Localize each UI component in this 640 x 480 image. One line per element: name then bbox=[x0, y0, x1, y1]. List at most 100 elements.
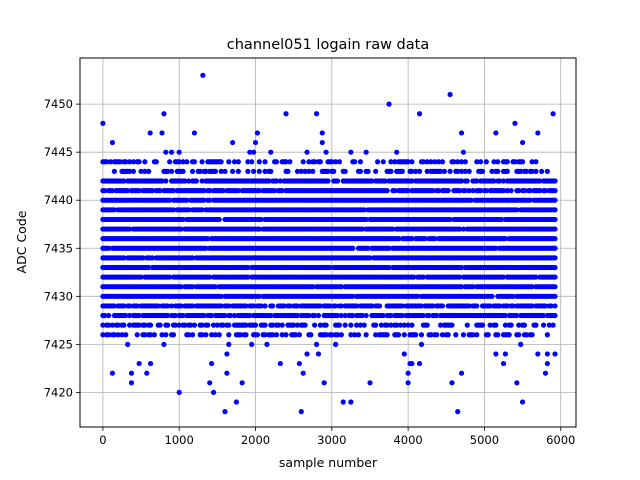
data-point bbox=[386, 245, 392, 251]
data-point bbox=[327, 264, 333, 271]
data-point bbox=[262, 168, 268, 174]
data-point bbox=[165, 168, 171, 174]
data-point bbox=[540, 312, 547, 319]
data-point bbox=[262, 322, 268, 328]
data-point bbox=[386, 264, 392, 271]
data-point bbox=[327, 303, 333, 309]
data-point bbox=[455, 168, 461, 174]
data-point bbox=[121, 178, 127, 184]
data-point bbox=[149, 255, 156, 261]
data-point bbox=[455, 409, 461, 415]
data-point bbox=[226, 322, 232, 328]
x-tick-label: 6000 bbox=[546, 433, 575, 447]
data-point bbox=[552, 245, 558, 251]
data-point bbox=[552, 236, 558, 242]
y-tick-label: 7420 bbox=[44, 385, 73, 399]
data-point bbox=[262, 332, 268, 338]
data-point bbox=[416, 111, 423, 117]
data-point bbox=[512, 120, 518, 126]
data-point bbox=[226, 303, 232, 309]
data-point bbox=[500, 178, 507, 184]
data-point bbox=[535, 351, 541, 357]
data-point bbox=[296, 360, 302, 367]
data-point bbox=[115, 322, 121, 328]
data-point bbox=[430, 303, 436, 309]
data-point bbox=[277, 360, 283, 367]
data-point bbox=[199, 322, 205, 328]
data-point bbox=[373, 322, 379, 328]
data-point bbox=[439, 159, 446, 165]
data-point bbox=[455, 159, 461, 165]
data-point bbox=[380, 312, 386, 319]
data-point bbox=[348, 332, 354, 338]
data-point bbox=[247, 312, 253, 319]
data-point bbox=[323, 149, 329, 155]
data-point bbox=[123, 332, 129, 338]
data-point bbox=[325, 178, 331, 184]
data-point bbox=[405, 322, 411, 328]
data-point bbox=[268, 149, 274, 155]
data-point bbox=[466, 188, 472, 194]
data-point bbox=[163, 178, 169, 184]
data-point bbox=[279, 188, 285, 194]
data-point bbox=[294, 168, 301, 174]
data-point bbox=[521, 322, 528, 328]
data-point bbox=[500, 188, 507, 194]
data-point bbox=[350, 245, 356, 251]
data-point bbox=[544, 351, 550, 357]
data-point bbox=[167, 197, 173, 203]
data-point bbox=[458, 168, 465, 174]
data-point bbox=[127, 303, 133, 309]
data-point bbox=[106, 245, 112, 251]
data-point bbox=[212, 332, 219, 338]
data-point bbox=[413, 332, 419, 338]
data-point bbox=[466, 168, 472, 174]
x-tick-label: 3000 bbox=[317, 433, 346, 447]
data-point bbox=[527, 197, 533, 203]
data-point bbox=[315, 351, 322, 357]
data-point bbox=[100, 322, 106, 328]
data-point bbox=[258, 303, 264, 309]
data-point bbox=[222, 312, 228, 319]
data-point bbox=[394, 149, 400, 155]
data-point bbox=[359, 226, 365, 232]
data-point bbox=[268, 312, 274, 319]
data-point bbox=[409, 360, 415, 367]
data-point bbox=[159, 178, 165, 184]
data-point bbox=[329, 159, 335, 165]
data-point bbox=[315, 312, 322, 319]
data-point bbox=[212, 168, 219, 174]
data-point bbox=[182, 178, 188, 184]
data-point bbox=[317, 159, 323, 165]
data-point bbox=[354, 322, 360, 328]
data-point bbox=[178, 284, 184, 290]
data-point bbox=[191, 130, 198, 136]
data-point bbox=[333, 303, 339, 309]
data-point bbox=[432, 236, 438, 242]
data-point bbox=[151, 332, 157, 338]
data-point bbox=[334, 312, 341, 319]
data-point bbox=[136, 322, 142, 328]
data-point bbox=[533, 159, 539, 165]
data-point bbox=[363, 332, 369, 338]
data-point bbox=[483, 188, 489, 194]
data-point bbox=[384, 332, 390, 338]
data-point bbox=[552, 293, 558, 299]
data-point bbox=[348, 149, 354, 155]
data-point bbox=[226, 332, 232, 338]
data-point bbox=[136, 312, 142, 319]
data-point bbox=[497, 178, 503, 184]
data-point bbox=[172, 322, 178, 328]
data-point bbox=[189, 303, 196, 309]
data-point bbox=[487, 322, 493, 328]
data-point bbox=[363, 312, 369, 319]
data-point bbox=[504, 188, 510, 194]
data-point bbox=[121, 303, 127, 309]
data-point bbox=[523, 168, 530, 174]
data-point bbox=[519, 159, 526, 165]
data-point bbox=[504, 168, 510, 174]
data-point bbox=[516, 188, 522, 194]
data-point bbox=[397, 322, 404, 328]
data-point bbox=[376, 303, 383, 309]
data-point bbox=[155, 303, 161, 309]
